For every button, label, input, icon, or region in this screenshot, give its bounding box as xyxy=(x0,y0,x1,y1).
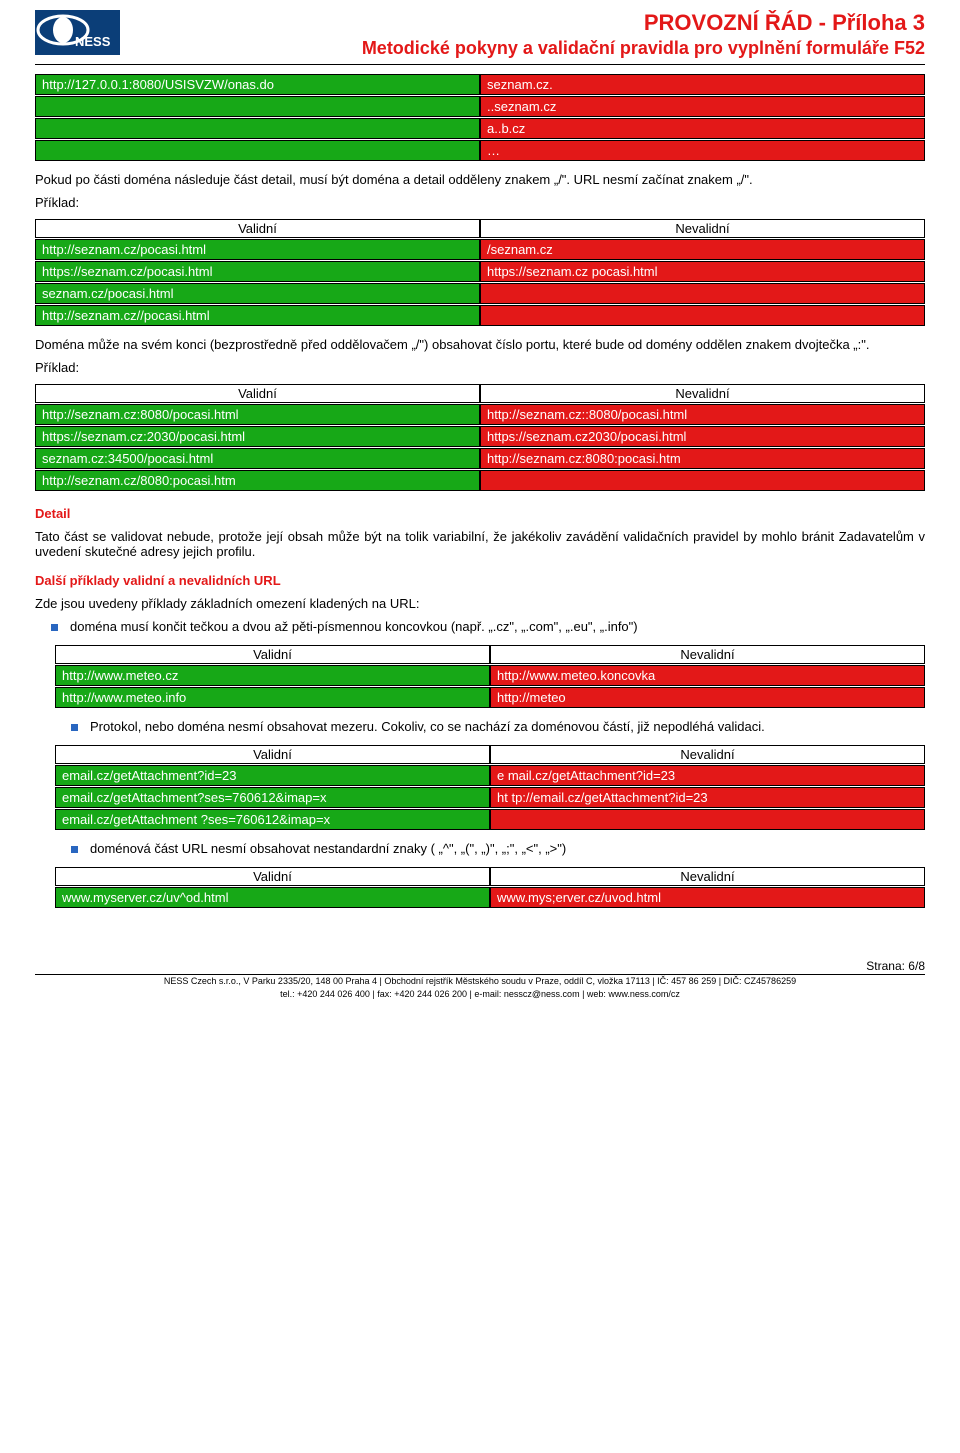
label-example: Příklad: xyxy=(35,195,925,210)
invalid-cell: http://meteo xyxy=(490,687,925,708)
invalid-cell: https://seznam.cz pocasi.html xyxy=(480,261,925,282)
footer-line-1: NESS Czech s.r.o., V Parku 2335/20, 148 … xyxy=(35,976,925,988)
footer-line-2: tel.: +420 244 026 400 | fax: +420 244 0… xyxy=(35,989,925,1001)
invalid-cell: a..b.cz xyxy=(480,118,925,139)
valid-cell: email.cz/getAttachment ?ses=760612&imap=… xyxy=(55,809,490,830)
table-2: Validní Nevalidní http://seznam.cz/pocas… xyxy=(35,218,925,327)
valid-cell: http://seznam.cz/pocasi.html xyxy=(35,239,480,260)
col-valid: Validní xyxy=(55,645,490,664)
invalid-cell: https://seznam.cz2030/pocasi.html xyxy=(480,426,925,447)
invalid-cell: e mail.cz/getAttachment?id=23 xyxy=(490,765,925,786)
invalid-cell: … xyxy=(480,140,925,161)
svg-text:NESS: NESS xyxy=(75,34,111,49)
doc-subtitle: Metodické pokyny a validační pravidla pr… xyxy=(135,38,925,59)
ness-logo: NESS xyxy=(35,10,120,58)
bullet-3: doménová část URL nesmí obsahovat nestan… xyxy=(90,841,925,856)
invalid-cell: http://seznam.cz:8080:pocasi.htm xyxy=(480,448,925,469)
invalid-cell xyxy=(480,283,925,304)
col-invalid: Nevalidní xyxy=(490,745,925,764)
heading-detail: Detail xyxy=(35,506,925,521)
para-dalsi: Zde jsou uvedeny příklady základních ome… xyxy=(35,596,925,611)
col-valid: Validní xyxy=(55,745,490,764)
valid-cell: email.cz/getAttachment?ses=760612&imap=x xyxy=(55,787,490,808)
valid-cell xyxy=(35,140,480,161)
valid-cell: http://seznam.cz:8080/pocasi.html xyxy=(35,404,480,425)
bullet-1: doména musí končit tečkou a dvou až pěti… xyxy=(70,619,925,634)
col-invalid: Nevalidní xyxy=(480,384,925,403)
page-number: Strana: 6/8 xyxy=(35,959,925,973)
invalid-cell: http://www.meteo.koncovka xyxy=(490,665,925,686)
para-port: Doména může na svém konci (bezprostředně… xyxy=(35,337,925,352)
invalid-cell: ..seznam.cz xyxy=(480,96,925,117)
table-5: Validní Nevalidní email.cz/getAttachment… xyxy=(55,744,925,831)
table-top: http://127.0.0.1:8080/USISVZW/onas.do se… xyxy=(35,73,925,162)
bullet-2: Protokol, nebo doména nesmí obsahovat me… xyxy=(90,719,925,734)
doc-title: PROVOZNÍ ŘÁD - Příloha 3 xyxy=(135,10,925,36)
invalid-cell: /seznam.cz xyxy=(480,239,925,260)
valid-cell: http://seznam.cz/8080:pocasi.htm xyxy=(35,470,480,491)
header-rule xyxy=(35,64,925,65)
invalid-cell xyxy=(490,809,925,830)
col-invalid: Nevalidní xyxy=(490,645,925,664)
valid-cell: http://seznam.cz//pocasi.html xyxy=(35,305,480,326)
col-invalid: Nevalidní xyxy=(490,867,925,886)
para-detail: Tato část se validovat nebude, protože j… xyxy=(35,529,925,559)
valid-cell: seznam.cz/pocasi.html xyxy=(35,283,480,304)
table-4: Validní Nevalidní http://www.meteo.cz ht… xyxy=(55,644,925,709)
col-valid: Validní xyxy=(55,867,490,886)
col-valid: Validní xyxy=(35,384,480,403)
table-6: Validní Nevalidní www.myserver.cz/uv^od.… xyxy=(55,866,925,909)
heading-dalsi: Další příklady validní a nevalidních URL xyxy=(35,573,925,588)
invalid-cell: ht tp://email.cz/getAttachment?id=23 xyxy=(490,787,925,808)
label-example-2: Příklad: xyxy=(35,360,925,375)
page-header: NESS PROVOZNÍ ŘÁD - Příloha 3 Metodické … xyxy=(35,10,925,59)
page-footer: Strana: 6/8 NESS Czech s.r.o., V Parku 2… xyxy=(35,959,925,1000)
invalid-cell xyxy=(480,470,925,491)
valid-cell xyxy=(35,96,480,117)
valid-cell: https://seznam.cz/pocasi.html xyxy=(35,261,480,282)
valid-cell: www.myserver.cz/uv^od.html xyxy=(55,887,490,908)
col-invalid: Nevalidní xyxy=(480,219,925,238)
valid-cell xyxy=(35,118,480,139)
col-valid: Validní xyxy=(35,219,480,238)
valid-cell: seznam.cz:34500/pocasi.html xyxy=(35,448,480,469)
invalid-cell: http://seznam.cz::8080/pocasi.html xyxy=(480,404,925,425)
para-detail-separator: Pokud po části doména následuje část det… xyxy=(35,172,925,187)
valid-cell: http://www.meteo.cz xyxy=(55,665,490,686)
invalid-cell: www.mys;erver.cz/uvod.html xyxy=(490,887,925,908)
table-3: Validní Nevalidní http://seznam.cz:8080/… xyxy=(35,383,925,492)
valid-cell: email.cz/getAttachment?id=23 xyxy=(55,765,490,786)
invalid-cell xyxy=(480,305,925,326)
valid-cell: http://www.meteo.info xyxy=(55,687,490,708)
valid-cell: https://seznam.cz:2030/pocasi.html xyxy=(35,426,480,447)
invalid-cell: seznam.cz. xyxy=(480,74,925,95)
valid-cell: http://127.0.0.1:8080/USISVZW/onas.do xyxy=(35,74,480,95)
